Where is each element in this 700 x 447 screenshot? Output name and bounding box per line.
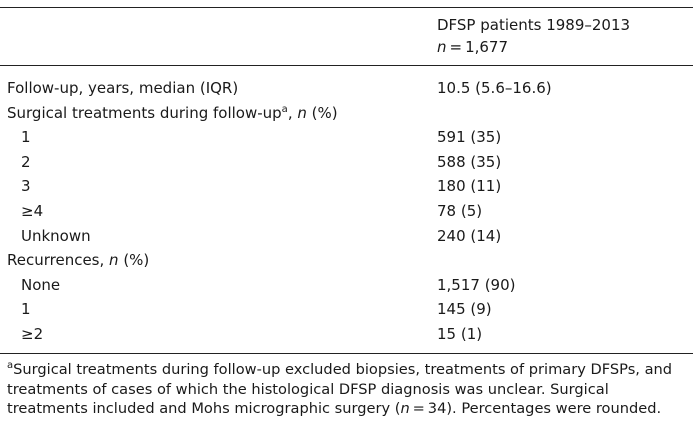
- column-header-count: n = 1,677: [437, 38, 509, 56]
- table-row: ≥4 78 (5): [0, 199, 693, 224]
- column-header: DFSP patients 1989–2013 n = 1,677: [437, 14, 630, 58]
- row-label: ≥2: [21, 324, 44, 343]
- column-header-title: DFSP patients 1989–2013: [437, 16, 631, 34]
- row-value: 10.5 (5.6–16.6): [437, 79, 552, 97]
- row-label: Surgical treatments during follow-upa, n…: [7, 103, 338, 122]
- header-rule: [0, 65, 693, 66]
- table-row: None 1,517 (90): [0, 273, 693, 298]
- row-value: 588 (35): [437, 152, 502, 171]
- table-row: 2 588 (35): [0, 150, 693, 175]
- row-label: 1: [21, 300, 31, 319]
- row-value: 240 (14): [437, 226, 502, 245]
- table-row: 1 591 (35): [0, 125, 693, 150]
- row-value: 180 (11): [437, 177, 502, 196]
- table-row: ≥2 15 (1): [0, 322, 693, 347]
- top-rule: [0, 7, 693, 8]
- row-value: 15 (1): [437, 324, 483, 343]
- row-value: 1,517 (90): [437, 275, 516, 294]
- row-label: 1: [21, 128, 31, 147]
- row-label: ≥4: [21, 201, 44, 220]
- table-row: Unknown 240 (14): [0, 224, 693, 249]
- row-label: Unknown: [21, 226, 91, 245]
- row-value: 78 (5): [437, 201, 483, 220]
- table-row: Follow-up, years, median (IQR) 10.5 (5.6–…: [0, 76, 693, 101]
- row-value: 145 (9): [437, 300, 492, 319]
- table-body: Follow-up, years, median (IQR) 10.5 (5.6–…: [0, 76, 693, 347]
- table-row: 1 145 (9): [0, 297, 693, 322]
- row-label: Recurrences, n (%): [7, 251, 150, 270]
- bottom-rule: [0, 353, 693, 354]
- row-label: None: [21, 275, 61, 294]
- row-label: 2: [21, 152, 31, 171]
- row-label: Follow-up, years, median (IQR): [7, 79, 239, 97]
- table-row: Recurrences, n (%): [0, 248, 693, 273]
- row-value: 591 (35): [437, 128, 502, 147]
- footnote: aSurgical treatments during follow-up ex…: [7, 360, 673, 418]
- table-row: 3 180 (11): [0, 174, 693, 199]
- table-row: Surgical treatments during follow-upa, n…: [0, 101, 693, 126]
- row-label: 3: [21, 177, 31, 196]
